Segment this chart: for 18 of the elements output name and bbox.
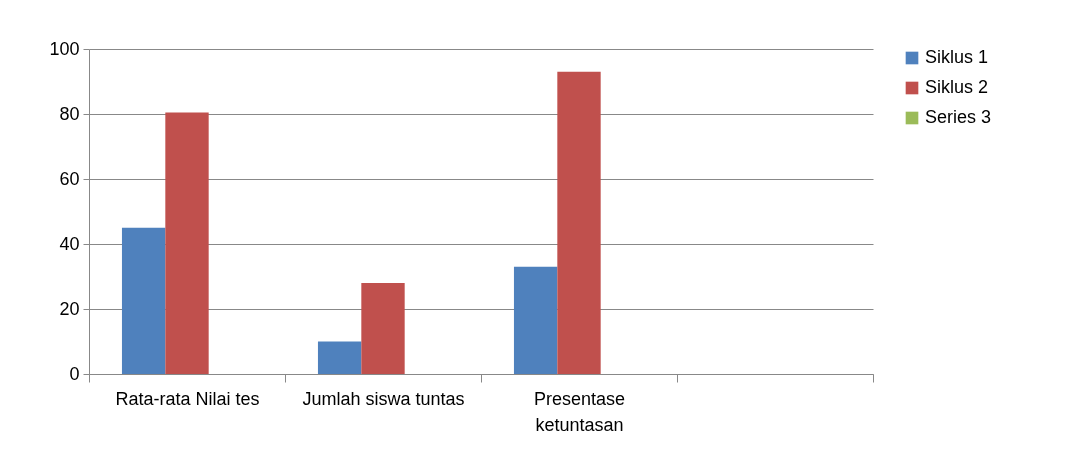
y-tick-label: 80 [59,103,80,124]
y-tick-label: 60 [59,168,80,189]
y-tick-label: 0 [69,363,80,384]
y-tick-label: 20 [59,298,80,319]
legend-label: Series 3 [925,107,992,127]
bar [121,227,166,374]
y-tick-label: 100 [49,38,80,59]
x-tick-label: Jumlah siswa tuntas [302,388,465,409]
legend-label: Siklus 2 [925,77,989,97]
y-tick-label: 40 [59,233,80,254]
bar [513,266,558,374]
legend-label: Siklus 1 [925,47,989,67]
bar [361,283,405,374]
bar [165,112,209,374]
x-tick-label: Presentase ketuntasan [533,388,626,435]
bar [557,71,601,374]
x-tick-label: Rata-rata Nilai tes [115,388,260,409]
bar [317,341,362,374]
